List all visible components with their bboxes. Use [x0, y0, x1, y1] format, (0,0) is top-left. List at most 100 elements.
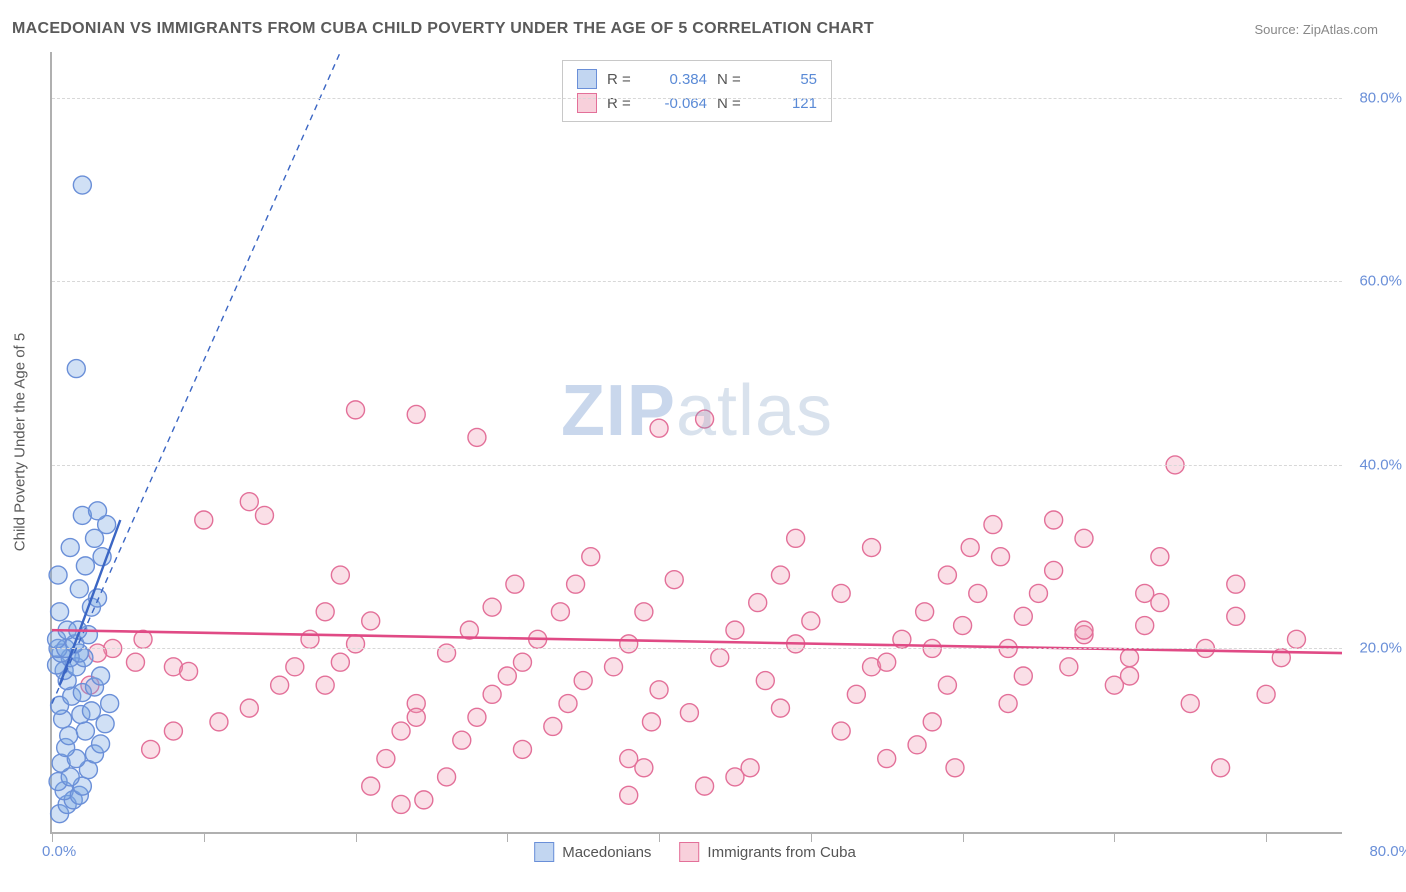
source-prefix: Source: [1254, 22, 1302, 37]
data-point [301, 630, 319, 648]
data-point [49, 566, 67, 584]
stats-n-blue: 55 [757, 71, 817, 88]
data-point [544, 717, 562, 735]
data-point [76, 722, 94, 740]
data-point [438, 644, 456, 662]
data-point [665, 571, 683, 589]
y-tick-label: 60.0% [1359, 273, 1402, 290]
data-point [415, 791, 433, 809]
data-point [916, 603, 934, 621]
data-point [1257, 685, 1275, 703]
data-point [67, 360, 85, 378]
data-point [620, 786, 638, 804]
chart-title: MACEDONIAN VS IMMIGRANTS FROM CUBA CHILD… [12, 20, 874, 38]
data-point [1075, 621, 1093, 639]
stats-r-label: R = [607, 71, 637, 88]
data-point [605, 658, 623, 676]
data-point [483, 598, 501, 616]
data-point [1136, 617, 1154, 635]
data-point [1151, 594, 1169, 612]
data-point [961, 539, 979, 557]
data-point [195, 511, 213, 529]
y-axis-label: Child Poverty Under the Age of 5 [12, 333, 29, 551]
data-point [1151, 548, 1169, 566]
x-tick [52, 832, 53, 842]
data-point [164, 722, 182, 740]
legend-swatch-pink-icon [679, 842, 699, 862]
data-point [574, 672, 592, 690]
data-point [938, 566, 956, 584]
x-tick [1266, 832, 1267, 842]
data-point [180, 662, 198, 680]
source-name: ZipAtlas.com [1303, 22, 1378, 37]
data-point [1060, 658, 1078, 676]
data-point [863, 539, 881, 557]
data-point [513, 740, 531, 758]
data-point [1181, 695, 1199, 713]
swatch-blue-icon [577, 69, 597, 89]
data-point [582, 548, 600, 566]
data-point [438, 768, 456, 786]
data-point [1227, 607, 1245, 625]
data-point [567, 575, 585, 593]
gridline [52, 648, 1342, 649]
data-point [392, 722, 410, 740]
data-point [271, 676, 289, 694]
data-point [240, 493, 258, 511]
data-point [407, 708, 425, 726]
data-point [240, 699, 258, 717]
gridline [52, 98, 1342, 99]
y-tick-label: 80.0% [1359, 89, 1402, 106]
x-tick [963, 832, 964, 842]
data-point [453, 731, 471, 749]
data-point [992, 548, 1010, 566]
data-point [96, 715, 114, 733]
data-point [726, 621, 744, 639]
data-point [923, 713, 941, 731]
stats-box: R = 0.384 N = 55 R = -0.064 N = 121 [562, 60, 832, 122]
data-point [51, 603, 69, 621]
data-point [468, 708, 486, 726]
plot-region: ZIPatlas R = 0.384 N = 55 R = -0.064 N =… [50, 52, 1342, 834]
x-tick [811, 832, 812, 842]
data-point [76, 557, 94, 575]
data-point [650, 419, 668, 437]
data-point [255, 506, 273, 524]
data-point [1014, 667, 1032, 685]
x-tick [507, 832, 508, 842]
data-point [513, 653, 531, 671]
data-point [483, 685, 501, 703]
legend: Macedonians Immigrants from Cuba [534, 842, 856, 862]
y-tick-label: 40.0% [1359, 456, 1402, 473]
data-point [1045, 561, 1063, 579]
gridline [52, 281, 1342, 282]
data-point [498, 667, 516, 685]
data-point [468, 428, 486, 446]
data-point [771, 566, 789, 584]
data-point [210, 713, 228, 731]
data-point [878, 653, 896, 671]
x-min-label: 0.0% [42, 843, 76, 860]
data-point [61, 539, 79, 557]
x-tick [356, 832, 357, 842]
data-point [316, 676, 334, 694]
data-point [1121, 649, 1139, 667]
data-point [506, 575, 524, 593]
data-point [620, 635, 638, 653]
data-point [92, 735, 110, 753]
data-point [1029, 584, 1047, 602]
data-point [878, 750, 896, 768]
legend-item-pink: Immigrants from Cuba [679, 842, 855, 862]
data-point [1045, 511, 1063, 529]
data-point [787, 529, 805, 547]
source-attribution: Source: ZipAtlas.com [1254, 22, 1378, 37]
data-point [741, 759, 759, 777]
stats-row-blue: R = 0.384 N = 55 [577, 67, 817, 91]
data-point [331, 653, 349, 671]
data-point [92, 667, 110, 685]
data-point [331, 566, 349, 584]
data-point [347, 401, 365, 419]
data-point [756, 672, 774, 690]
stats-r-blue: 0.384 [647, 71, 707, 88]
swatch-pink-icon [577, 93, 597, 113]
